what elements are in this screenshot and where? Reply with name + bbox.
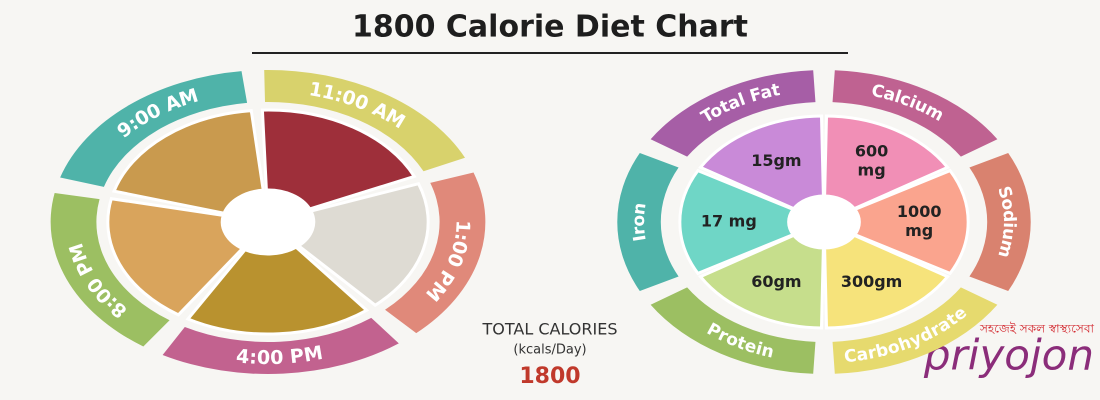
time-segment xyxy=(264,70,465,172)
time-segment xyxy=(50,192,170,347)
logo-tagline: সহজেই সকল স্বাস্থ্যসেবা xyxy=(979,322,1095,336)
ring-label-text: Iron xyxy=(629,202,651,243)
nutrient-value: 1000 xyxy=(897,202,942,221)
total-unit: (kcals/Day) xyxy=(513,343,586,358)
nutrient-ring-segment xyxy=(832,70,998,157)
nutrient-ring-segment xyxy=(650,70,816,157)
nutrient-ring-segment xyxy=(969,152,1031,292)
nutrient-value: 600 xyxy=(855,141,888,160)
time-segment xyxy=(162,317,399,374)
nutrient-value: mg xyxy=(905,221,933,240)
wheel-hub xyxy=(222,190,314,254)
time-segment xyxy=(385,172,486,334)
title: 1800 Calorie Diet Chart xyxy=(352,10,748,45)
nutrient-ring-segment xyxy=(617,152,679,292)
nutrient-ring-segment xyxy=(650,287,816,374)
nutrient-value: 15gm xyxy=(751,151,801,170)
time-segment xyxy=(60,71,248,187)
nutrient-value: 17 mg xyxy=(701,212,757,231)
wheel-hub xyxy=(788,196,860,248)
nutrient-ring-segment xyxy=(832,287,998,374)
nutrient-value: mg xyxy=(858,160,886,179)
ring-label: Iron xyxy=(629,202,651,243)
nutrient-value: 60gm xyxy=(751,272,801,291)
total-label: TOTAL CALORIES xyxy=(482,320,618,339)
total-value: 1800 xyxy=(519,364,580,389)
nutrient-value: 300gm xyxy=(841,272,903,291)
